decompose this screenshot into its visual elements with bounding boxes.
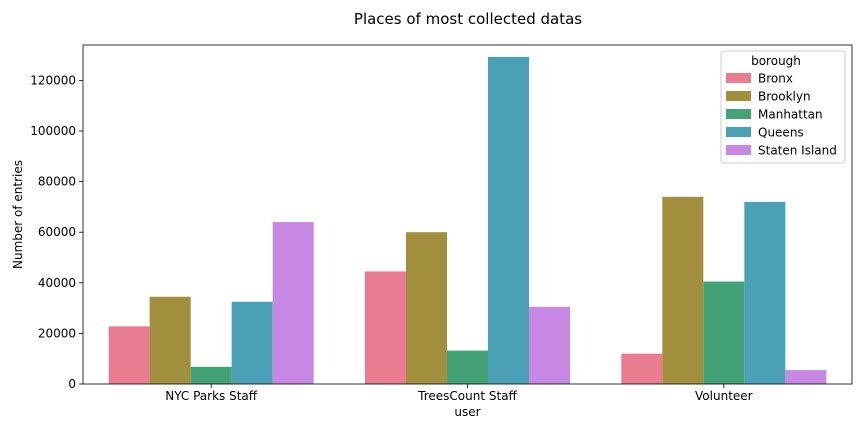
y-tick-label: 0 (68, 377, 76, 391)
legend-swatch (726, 91, 751, 101)
legend-box (720, 50, 846, 164)
legend-swatch (726, 145, 751, 155)
bar-bronx-0 (108, 326, 150, 384)
y-tick-label: 20000 (38, 326, 76, 340)
bar-manhattan-0 (190, 366, 232, 384)
y-axis-title: Number of entries (11, 160, 25, 269)
y-tick-label: 120000 (30, 73, 76, 87)
bar-staten-island-1 (529, 306, 571, 384)
bar-queens-0 (231, 301, 273, 384)
y-tick-label: 80000 (38, 175, 76, 189)
y-tick-label: 60000 (38, 225, 76, 239)
bar-staten-island-2 (785, 370, 827, 384)
x-tick-label: TreesCount Staff (417, 389, 517, 403)
legend-label: Manhattan (758, 108, 823, 122)
bar-brooklyn-2 (662, 196, 704, 384)
legend-swatch (726, 73, 751, 83)
chart-title: Places of most collected datas (354, 10, 582, 28)
legend-swatch (726, 127, 751, 137)
x-tick-label: Volunteer (695, 389, 753, 403)
bar-manhattan-1 (446, 350, 489, 384)
y-tick-label: 40000 (38, 276, 76, 290)
x-axis: NYC Parks Staff TreesCount Staff Volunteer (165, 384, 753, 403)
bar-bronx-2 (621, 353, 663, 384)
bar-bronx-1 (364, 271, 406, 384)
legend-label: Brooklyn (758, 90, 811, 104)
legend-swatch (726, 109, 751, 119)
legend-label: Bronx (758, 72, 793, 86)
legend-label: Staten Island (758, 144, 837, 158)
y-tick-label: 100000 (30, 124, 76, 138)
bar-staten-island-0 (272, 222, 314, 384)
y-axis: 0 20000 40000 60000 80000 100000 120000 (30, 73, 83, 391)
bar-brooklyn-0 (149, 296, 191, 384)
legend-label: Queens (758, 126, 804, 140)
bar-queens-1 (488, 56, 530, 385)
x-axis-title: user (454, 405, 480, 419)
legend-title: borough (751, 54, 801, 68)
bars-group (108, 56, 827, 385)
legend-items: Bronx Brooklyn Manhattan Queens Staten Islan… (726, 72, 837, 158)
bar-queens-2 (744, 201, 786, 384)
bar-manhattan-2 (703, 281, 745, 384)
x-tick-label: NYC Parks Staff (165, 389, 258, 403)
bar-brooklyn-1 (405, 232, 447, 384)
legend: borough Bronx Brooklyn Manhattan Queens Stat… (720, 50, 846, 164)
